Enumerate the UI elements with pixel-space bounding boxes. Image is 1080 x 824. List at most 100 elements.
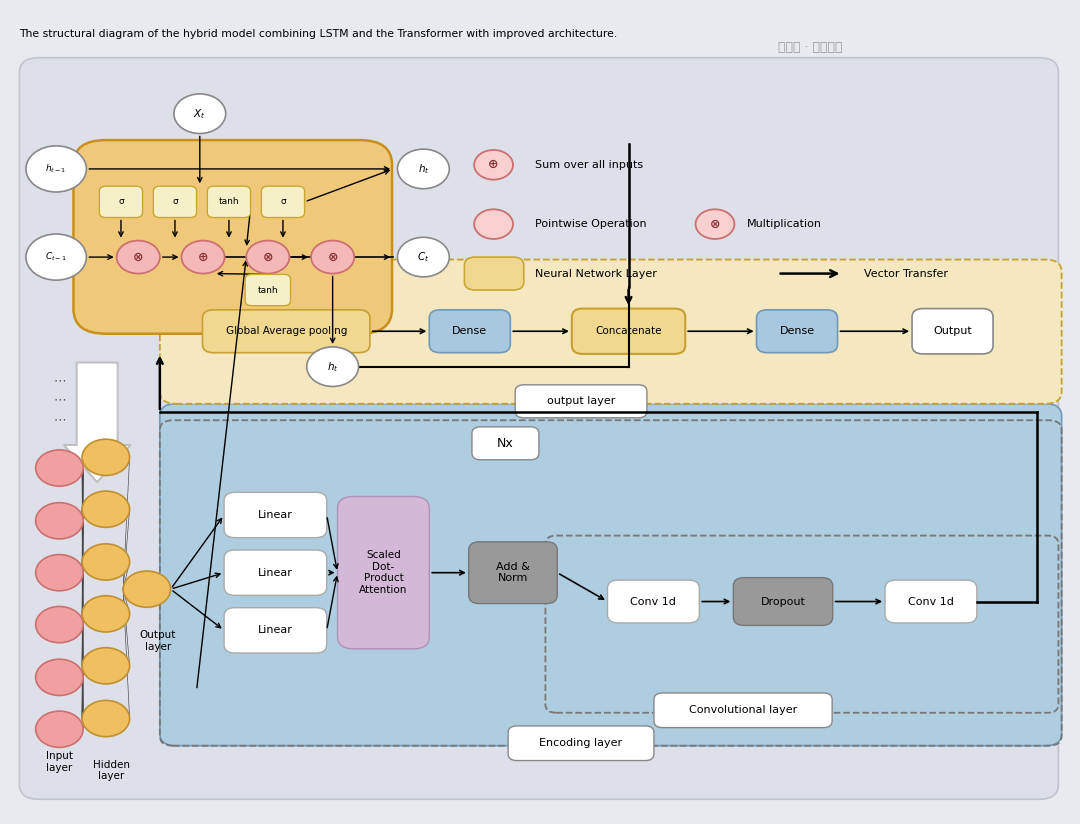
Circle shape [36, 450, 83, 486]
FancyBboxPatch shape [203, 310, 369, 353]
FancyBboxPatch shape [756, 310, 838, 353]
Circle shape [82, 596, 130, 632]
Circle shape [36, 606, 83, 643]
FancyBboxPatch shape [509, 726, 654, 761]
Text: Global Average pooling: Global Average pooling [226, 326, 347, 336]
Circle shape [82, 491, 130, 527]
Text: ⊕: ⊕ [488, 158, 499, 171]
FancyBboxPatch shape [160, 260, 1062, 404]
Circle shape [26, 146, 86, 192]
Text: $h_t$: $h_t$ [327, 360, 338, 373]
Text: ⊗: ⊗ [133, 250, 144, 264]
FancyBboxPatch shape [886, 580, 977, 623]
FancyBboxPatch shape [913, 309, 994, 354]
Text: Add &
Norm: Add & Norm [496, 562, 530, 583]
Circle shape [474, 209, 513, 239]
Circle shape [117, 241, 160, 274]
Text: Linear: Linear [258, 568, 293, 578]
FancyBboxPatch shape [19, 58, 1058, 799]
Text: Hidden
layer: Hidden layer [93, 760, 130, 781]
Text: Linear: Linear [258, 510, 293, 520]
Text: Dense: Dense [453, 326, 487, 336]
Text: Conv 1d: Conv 1d [908, 597, 954, 606]
Text: The structural diagram of the hybrid model combining LSTM and the Transformer wi: The structural diagram of the hybrid mod… [19, 29, 618, 39]
FancyBboxPatch shape [733, 578, 833, 625]
Circle shape [36, 659, 83, 695]
FancyBboxPatch shape [430, 310, 511, 353]
Text: Neural Network Layer: Neural Network Layer [535, 269, 657, 279]
Text: σ: σ [280, 198, 286, 206]
Text: Output: Output [933, 326, 972, 336]
FancyBboxPatch shape [225, 550, 326, 596]
FancyBboxPatch shape [225, 608, 326, 653]
FancyBboxPatch shape [472, 427, 539, 460]
Circle shape [36, 711, 83, 747]
Text: Scaled
Dot-
Product
Attention: Scaled Dot- Product Attention [360, 550, 407, 595]
Text: Conv 1d: Conv 1d [631, 597, 676, 606]
Text: 公众号 · 沃的顶会: 公众号 · 沃的顶会 [778, 41, 842, 54]
FancyBboxPatch shape [225, 493, 326, 538]
Text: $h_{t-1}$: $h_{t-1}$ [45, 162, 67, 176]
Text: $X_t$: $X_t$ [193, 107, 206, 120]
Text: Encoding layer: Encoding layer [540, 738, 622, 748]
Text: Sum over all inputs: Sum over all inputs [535, 160, 643, 170]
Text: ⊗: ⊗ [262, 250, 273, 264]
Circle shape [36, 503, 83, 539]
FancyBboxPatch shape [245, 274, 291, 306]
Circle shape [82, 648, 130, 684]
Text: ⋯: ⋯ [99, 374, 112, 387]
Circle shape [123, 571, 171, 607]
FancyBboxPatch shape [607, 580, 700, 623]
Text: ⋯: ⋯ [53, 393, 66, 406]
Text: σ: σ [172, 198, 178, 206]
Circle shape [181, 241, 225, 274]
Circle shape [307, 347, 359, 386]
Text: tanh: tanh [257, 286, 279, 294]
FancyBboxPatch shape [153, 186, 197, 218]
Circle shape [82, 700, 130, 737]
Text: tanh: tanh [218, 198, 240, 206]
Circle shape [82, 439, 130, 475]
FancyBboxPatch shape [653, 693, 832, 728]
Text: ⋯: ⋯ [53, 374, 66, 387]
Text: ⋯: ⋯ [99, 414, 112, 427]
Text: Output
layer: Output layer [139, 630, 176, 652]
Circle shape [36, 555, 83, 591]
Text: ⋯: ⋯ [53, 414, 66, 427]
Circle shape [26, 234, 86, 280]
Text: $h_t$: $h_t$ [418, 162, 429, 176]
FancyBboxPatch shape [207, 186, 251, 218]
Text: $C_{t-1}$: $C_{t-1}$ [45, 250, 67, 264]
FancyArrow shape [64, 363, 131, 482]
Text: Dense: Dense [780, 326, 814, 336]
Text: ⊗: ⊗ [327, 250, 338, 264]
Text: ⊗: ⊗ [710, 218, 720, 231]
Circle shape [174, 94, 226, 133]
Text: Linear: Linear [258, 625, 293, 635]
FancyBboxPatch shape [73, 140, 392, 334]
Text: output layer: output layer [546, 396, 616, 406]
Circle shape [696, 209, 734, 239]
Text: Input
layer: Input layer [45, 751, 73, 773]
FancyBboxPatch shape [515, 385, 647, 418]
Text: Multiplication: Multiplication [747, 219, 822, 229]
FancyBboxPatch shape [261, 186, 305, 218]
Text: $C_t$: $C_t$ [417, 250, 430, 264]
Text: Vector Transfer: Vector Transfer [864, 269, 948, 279]
Text: Concatenate: Concatenate [595, 326, 662, 336]
Circle shape [311, 241, 354, 274]
FancyBboxPatch shape [337, 496, 430, 649]
FancyBboxPatch shape [464, 257, 524, 290]
Circle shape [397, 149, 449, 189]
Text: σ: σ [118, 198, 124, 206]
Text: Pointwise Operation: Pointwise Operation [535, 219, 646, 229]
FancyBboxPatch shape [572, 309, 686, 354]
Circle shape [246, 241, 289, 274]
Text: Nx: Nx [497, 437, 514, 450]
Circle shape [397, 237, 449, 277]
FancyBboxPatch shape [160, 404, 1062, 746]
Text: ⊕: ⊕ [198, 250, 208, 264]
Text: Convolutional layer: Convolutional layer [689, 705, 797, 715]
FancyBboxPatch shape [469, 542, 557, 603]
Text: ⋯: ⋯ [99, 393, 112, 406]
